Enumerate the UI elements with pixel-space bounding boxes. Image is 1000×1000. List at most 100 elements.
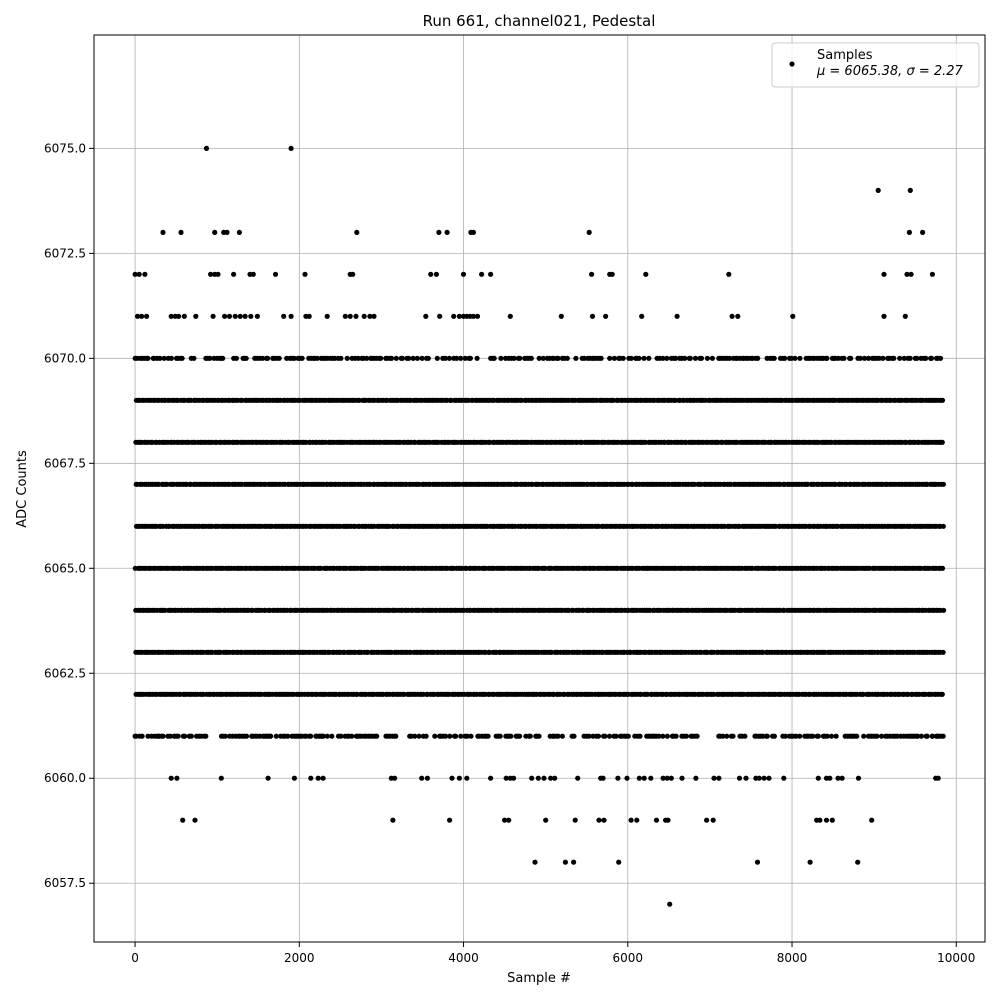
- data-point: [350, 271, 356, 277]
- data-point: [698, 355, 705, 361]
- data-point: [491, 355, 497, 361]
- data-point: [179, 355, 185, 361]
- data-point: [218, 775, 224, 781]
- data-point: [807, 859, 813, 865]
- data-point: [517, 355, 523, 361]
- data-point: [940, 481, 947, 487]
- data-point: [302, 733, 308, 739]
- data-point: [319, 733, 325, 739]
- data-point: [265, 355, 271, 361]
- data-point: [841, 355, 847, 361]
- data-point: [174, 775, 180, 781]
- data-point: [215, 271, 221, 277]
- data-point: [338, 733, 344, 739]
- data-point: [464, 733, 470, 739]
- data-point: [479, 271, 485, 277]
- data-point: [586, 733, 592, 739]
- data-point: [904, 271, 910, 277]
- data-point: [793, 733, 799, 739]
- data-point: [880, 355, 886, 361]
- data-point: [709, 355, 716, 361]
- data-point: [781, 775, 787, 781]
- data-point: [528, 355, 534, 361]
- x-tick-label: 4000: [448, 951, 479, 965]
- data-point: [423, 733, 429, 739]
- data-point: [273, 733, 279, 739]
- data-point: [315, 775, 321, 781]
- data-point: [507, 313, 513, 319]
- data-point: [443, 733, 449, 739]
- data-point: [347, 313, 353, 319]
- data-point: [694, 733, 700, 739]
- data-point: [412, 733, 418, 739]
- data-point: [907, 187, 913, 193]
- data-point: [434, 355, 440, 361]
- data-point: [437, 313, 443, 319]
- data-point: [771, 733, 778, 739]
- data-point: [600, 775, 606, 781]
- data-point: [447, 733, 453, 739]
- data-point: [276, 355, 282, 361]
- legend-box: [771, 42, 980, 88]
- data-point: [414, 355, 420, 361]
- data-point: [646, 355, 652, 361]
- data-point: [378, 355, 384, 361]
- data-point: [222, 313, 228, 319]
- data-point: [388, 355, 395, 361]
- data-point: [419, 355, 425, 361]
- data-point: [502, 817, 508, 823]
- data-point: [606, 733, 613, 739]
- data-point: [687, 355, 693, 361]
- data-point: [139, 733, 145, 739]
- data-point: [178, 229, 184, 235]
- data-point: [540, 355, 546, 361]
- data-point: [628, 817, 634, 823]
- data-point: [797, 355, 803, 361]
- data-point: [672, 355, 679, 361]
- data-point: [508, 733, 514, 739]
- data-point: [928, 355, 935, 361]
- data-point: [682, 355, 688, 361]
- data-point: [874, 733, 880, 739]
- data-point: [625, 733, 631, 739]
- data-point: [392, 775, 398, 781]
- data-point: [575, 775, 581, 781]
- data-point: [555, 355, 561, 361]
- data-point: [628, 355, 634, 361]
- data-point: [589, 271, 595, 277]
- data-point: [711, 775, 717, 781]
- data-point: [497, 733, 503, 739]
- data-point: [881, 313, 887, 319]
- data-point: [320, 775, 326, 781]
- data-point: [142, 271, 148, 277]
- data-point: [203, 733, 209, 739]
- data-point: [453, 733, 459, 739]
- data-point: [679, 775, 685, 781]
- data-point: [511, 355, 517, 361]
- data-point: [660, 733, 666, 739]
- data-point: [743, 775, 749, 781]
- data-point: [451, 313, 457, 319]
- data-point: [485, 733, 491, 739]
- data-point: [586, 229, 592, 235]
- data-point: [210, 313, 216, 319]
- data-point: [338, 355, 344, 361]
- data-point: [615, 775, 621, 781]
- data-point: [371, 313, 377, 319]
- data-point: [555, 733, 561, 739]
- data-point: [212, 229, 218, 235]
- data-point: [920, 229, 926, 235]
- data-point: [191, 355, 197, 361]
- data-point: [324, 313, 330, 319]
- data-point: [134, 313, 141, 319]
- legend-series-stats: μ = 6065.38, σ = 2.27: [816, 64, 964, 79]
- data-point: [132, 733, 138, 739]
- data-point: [823, 817, 830, 823]
- data-point: [408, 733, 414, 739]
- data-point: [891, 355, 897, 361]
- data-point: [641, 775, 647, 781]
- y-tick-label: 6072.5: [44, 246, 86, 260]
- data-point: [730, 733, 736, 739]
- data-point: [602, 733, 608, 739]
